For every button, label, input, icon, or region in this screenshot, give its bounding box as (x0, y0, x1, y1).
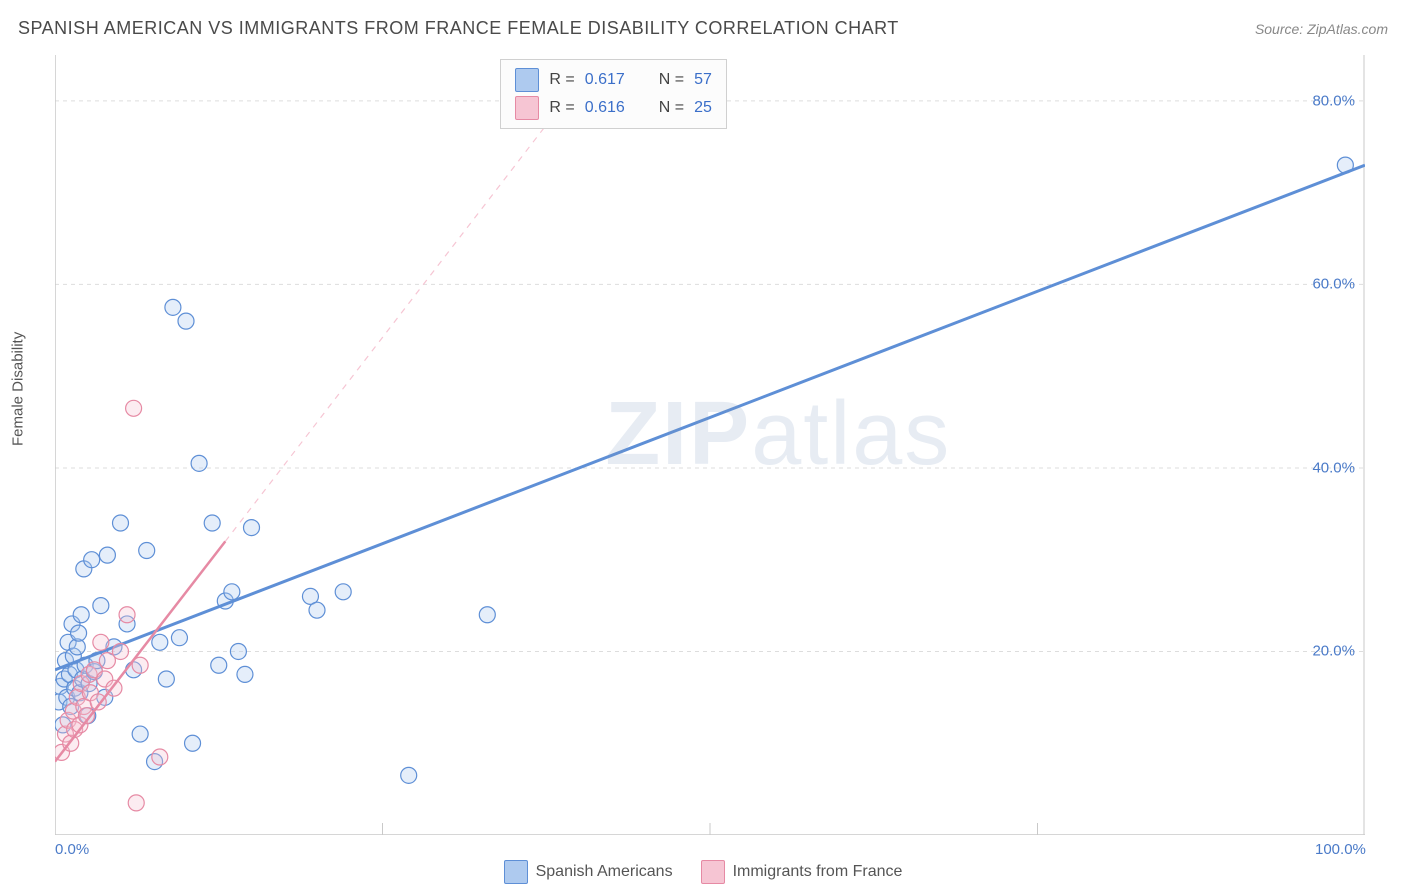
x-axis-min-label: 0.0% (55, 841, 89, 858)
r-value: 0.616 (585, 99, 625, 117)
series-legend: Spanish Americans Immigrants from France (0, 860, 1406, 884)
chart-title: SPANISH AMERICAN VS IMMIGRANTS FROM FRAN… (18, 18, 899, 39)
legend-item: Spanish Americans (504, 860, 673, 884)
legend-swatch (515, 68, 539, 92)
y-tick-label: 60.0% (1312, 276, 1355, 293)
y-tick-label: 40.0% (1312, 459, 1355, 476)
n-value: 57 (694, 71, 712, 89)
correlation-legend-row: R =0.616N =25 (515, 94, 712, 122)
source-attribution: Source: ZipAtlas.com (1255, 21, 1388, 37)
n-value: 25 (694, 99, 712, 117)
r-value: 0.617 (585, 71, 625, 89)
legend-label: Spanish Americans (536, 863, 673, 881)
y-tick-label: 20.0% (1312, 643, 1355, 660)
x-axis-max-label: 100.0% (1315, 841, 1366, 858)
chart-plot-area (55, 55, 1365, 835)
scatter-chart-svg (55, 55, 1365, 835)
legend-swatch (504, 860, 528, 884)
legend-swatch (515, 96, 539, 120)
correlation-legend-box: R =0.617N =57R =0.616N =25 (500, 59, 727, 129)
legend-item: Immigrants from France (701, 860, 903, 884)
correlation-legend-row: R =0.617N =57 (515, 66, 712, 94)
y-axis-label: Female Disability (10, 332, 27, 446)
y-tick-label: 80.0% (1312, 92, 1355, 109)
legend-label: Immigrants from France (733, 863, 903, 881)
legend-swatch (701, 860, 725, 884)
header-bar: SPANISH AMERICAN VS IMMIGRANTS FROM FRAN… (18, 18, 1388, 39)
